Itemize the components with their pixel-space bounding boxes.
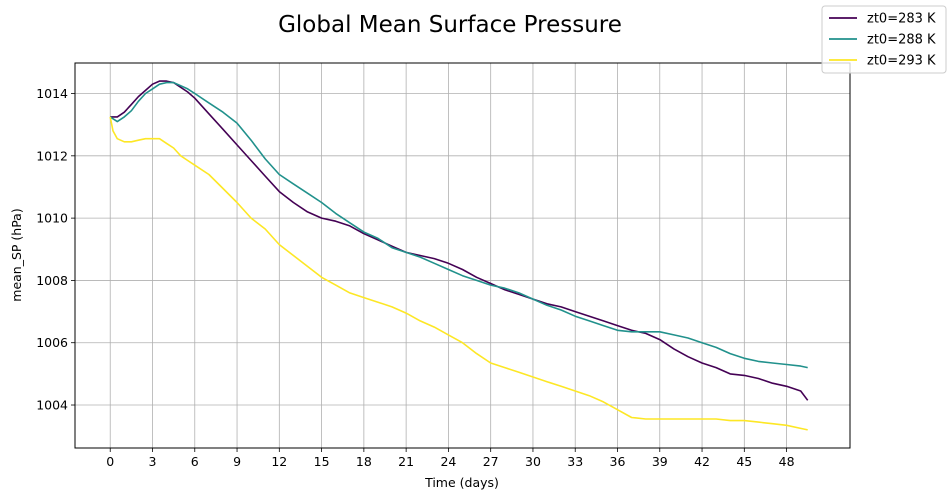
y-tick-label: 1006 [36, 335, 68, 350]
x-tick-label: 3 [149, 454, 157, 469]
series-line-2 [109, 116, 808, 431]
legend-box [821, 5, 947, 74]
x-tick-label: 39 [652, 454, 668, 469]
chart-title: Global Mean Surface Pressure [278, 12, 622, 38]
x-tick-label: 36 [610, 454, 626, 469]
x-tick-label: 30 [525, 454, 541, 469]
y-tick-label: 1008 [36, 273, 68, 288]
x-tick-label: 15 [314, 454, 330, 469]
x-tick-label: 33 [567, 454, 583, 469]
x-tick-label: 27 [483, 454, 499, 469]
x-axis-ticks: 0 3 6 9 12 15 18 21 24 27 30 33 36 39 42 45 48 [106, 448, 795, 469]
y-tick-label: 1012 [36, 148, 68, 163]
grid-lines [75, 63, 850, 448]
y-axis-ticks: 1004 1006 1008 1010 1012 1014 [36, 86, 75, 413]
x-tick-label: 9 [233, 454, 241, 469]
x-axis-label: Time (days) [424, 475, 499, 490]
legend-label-1: zt0=288 K [867, 33, 936, 48]
y-axis-label: mean_SP (hPa) [9, 208, 24, 301]
x-tick-label: 12 [271, 454, 287, 469]
series-line-1 [109, 81, 808, 369]
series-lines [109, 80, 809, 431]
x-tick-label: 48 [779, 454, 795, 469]
x-tick-label: 0 [106, 454, 114, 469]
x-tick-label: 24 [440, 454, 456, 469]
x-tick-label: 21 [398, 454, 414, 469]
y-tick-label: 1014 [36, 86, 68, 101]
y-tick-label: 1004 [36, 398, 68, 413]
x-tick-label: 42 [694, 454, 710, 469]
x-tick-label: 6 [191, 454, 199, 469]
x-tick-label: 45 [736, 454, 752, 469]
plot-frame [74, 62, 851, 449]
legend: zt0=283 K zt0=288 K zt0=293 K [821, 5, 947, 74]
legend-label-2: zt0=293 K [867, 54, 936, 69]
legend-label-0: zt0=283 K [867, 12, 936, 27]
y-tick-label: 1010 [36, 211, 68, 226]
x-tick-label: 18 [356, 454, 372, 469]
